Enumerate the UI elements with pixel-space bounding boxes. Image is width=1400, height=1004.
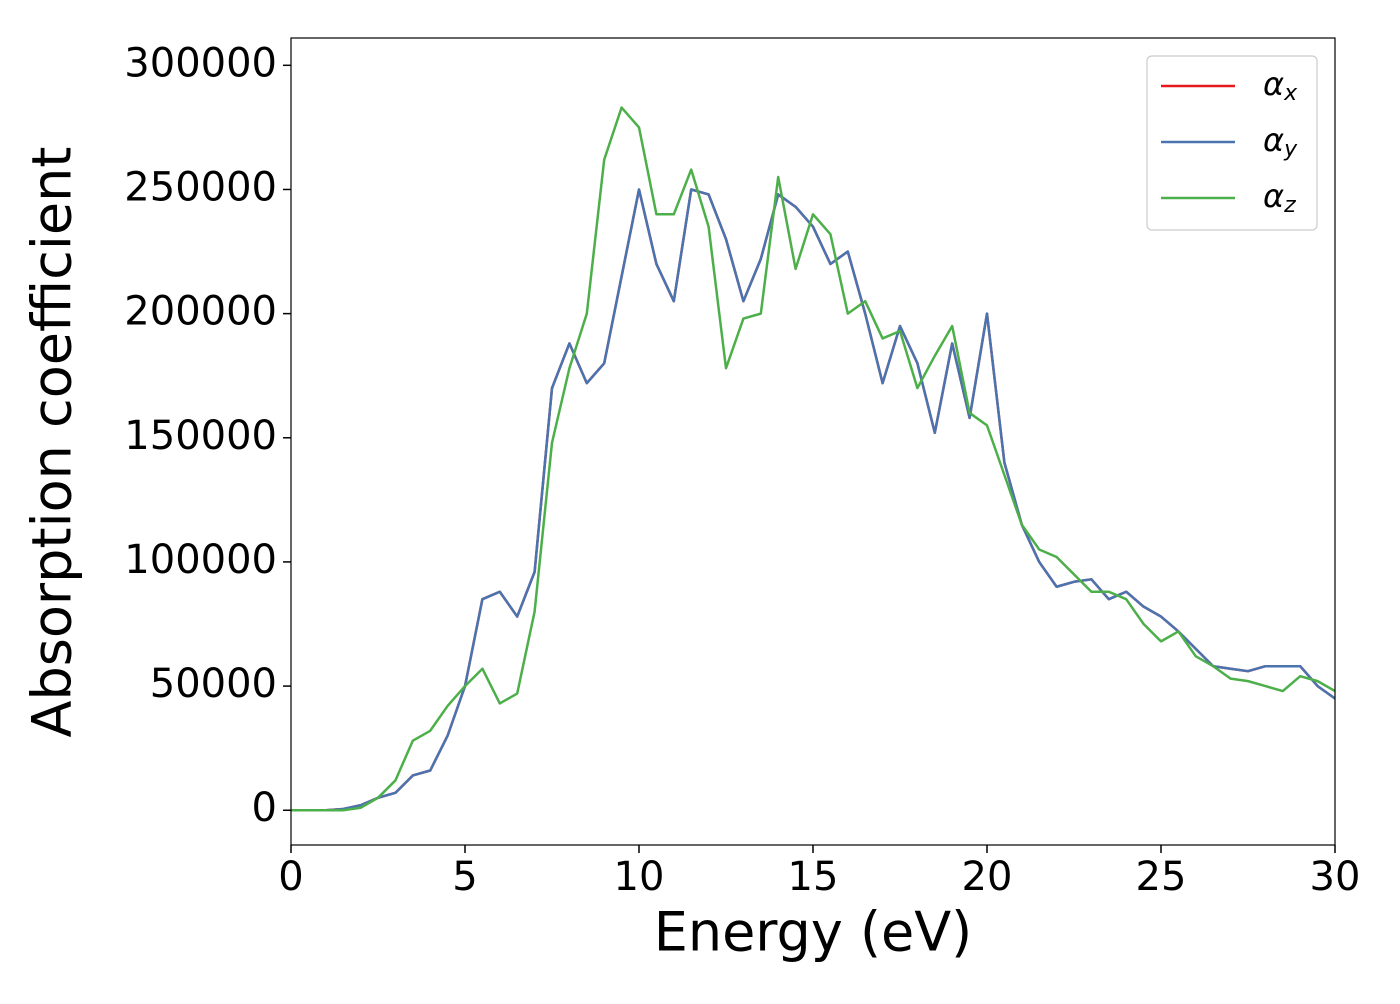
y-tick-label: 50000: [150, 661, 277, 707]
x-tick-label: 10: [614, 854, 665, 900]
plot-frame: [290, 37, 1336, 846]
x-tick-label: 5: [452, 854, 477, 900]
y-tick-label: 0: [252, 785, 277, 831]
series-line: [291, 188, 1335, 812]
y-tick-label: 250000: [124, 164, 277, 210]
y-tick-label: 300000: [124, 40, 277, 86]
series-line: [291, 106, 1335, 812]
x-axis-label: Energy (eV): [654, 901, 973, 964]
legend-label: αz: [1263, 177, 1296, 218]
legend-label: αx: [1263, 65, 1298, 106]
x-tick-label: 25: [1136, 854, 1187, 900]
x-tick-label: 0: [278, 854, 303, 900]
y-tick-label: 150000: [124, 413, 277, 459]
x-tick-label: 30: [1310, 854, 1361, 900]
legend-label: αy: [1263, 121, 1298, 162]
y-tick-label: 100000: [124, 537, 277, 583]
x-tick-label: 20: [962, 854, 1013, 900]
y-axis-label: Absorption coefficient: [21, 147, 84, 738]
y-tick-label: 200000: [124, 289, 277, 335]
series-line: [291, 188, 1335, 812]
x-tick-label: 15: [788, 854, 839, 900]
